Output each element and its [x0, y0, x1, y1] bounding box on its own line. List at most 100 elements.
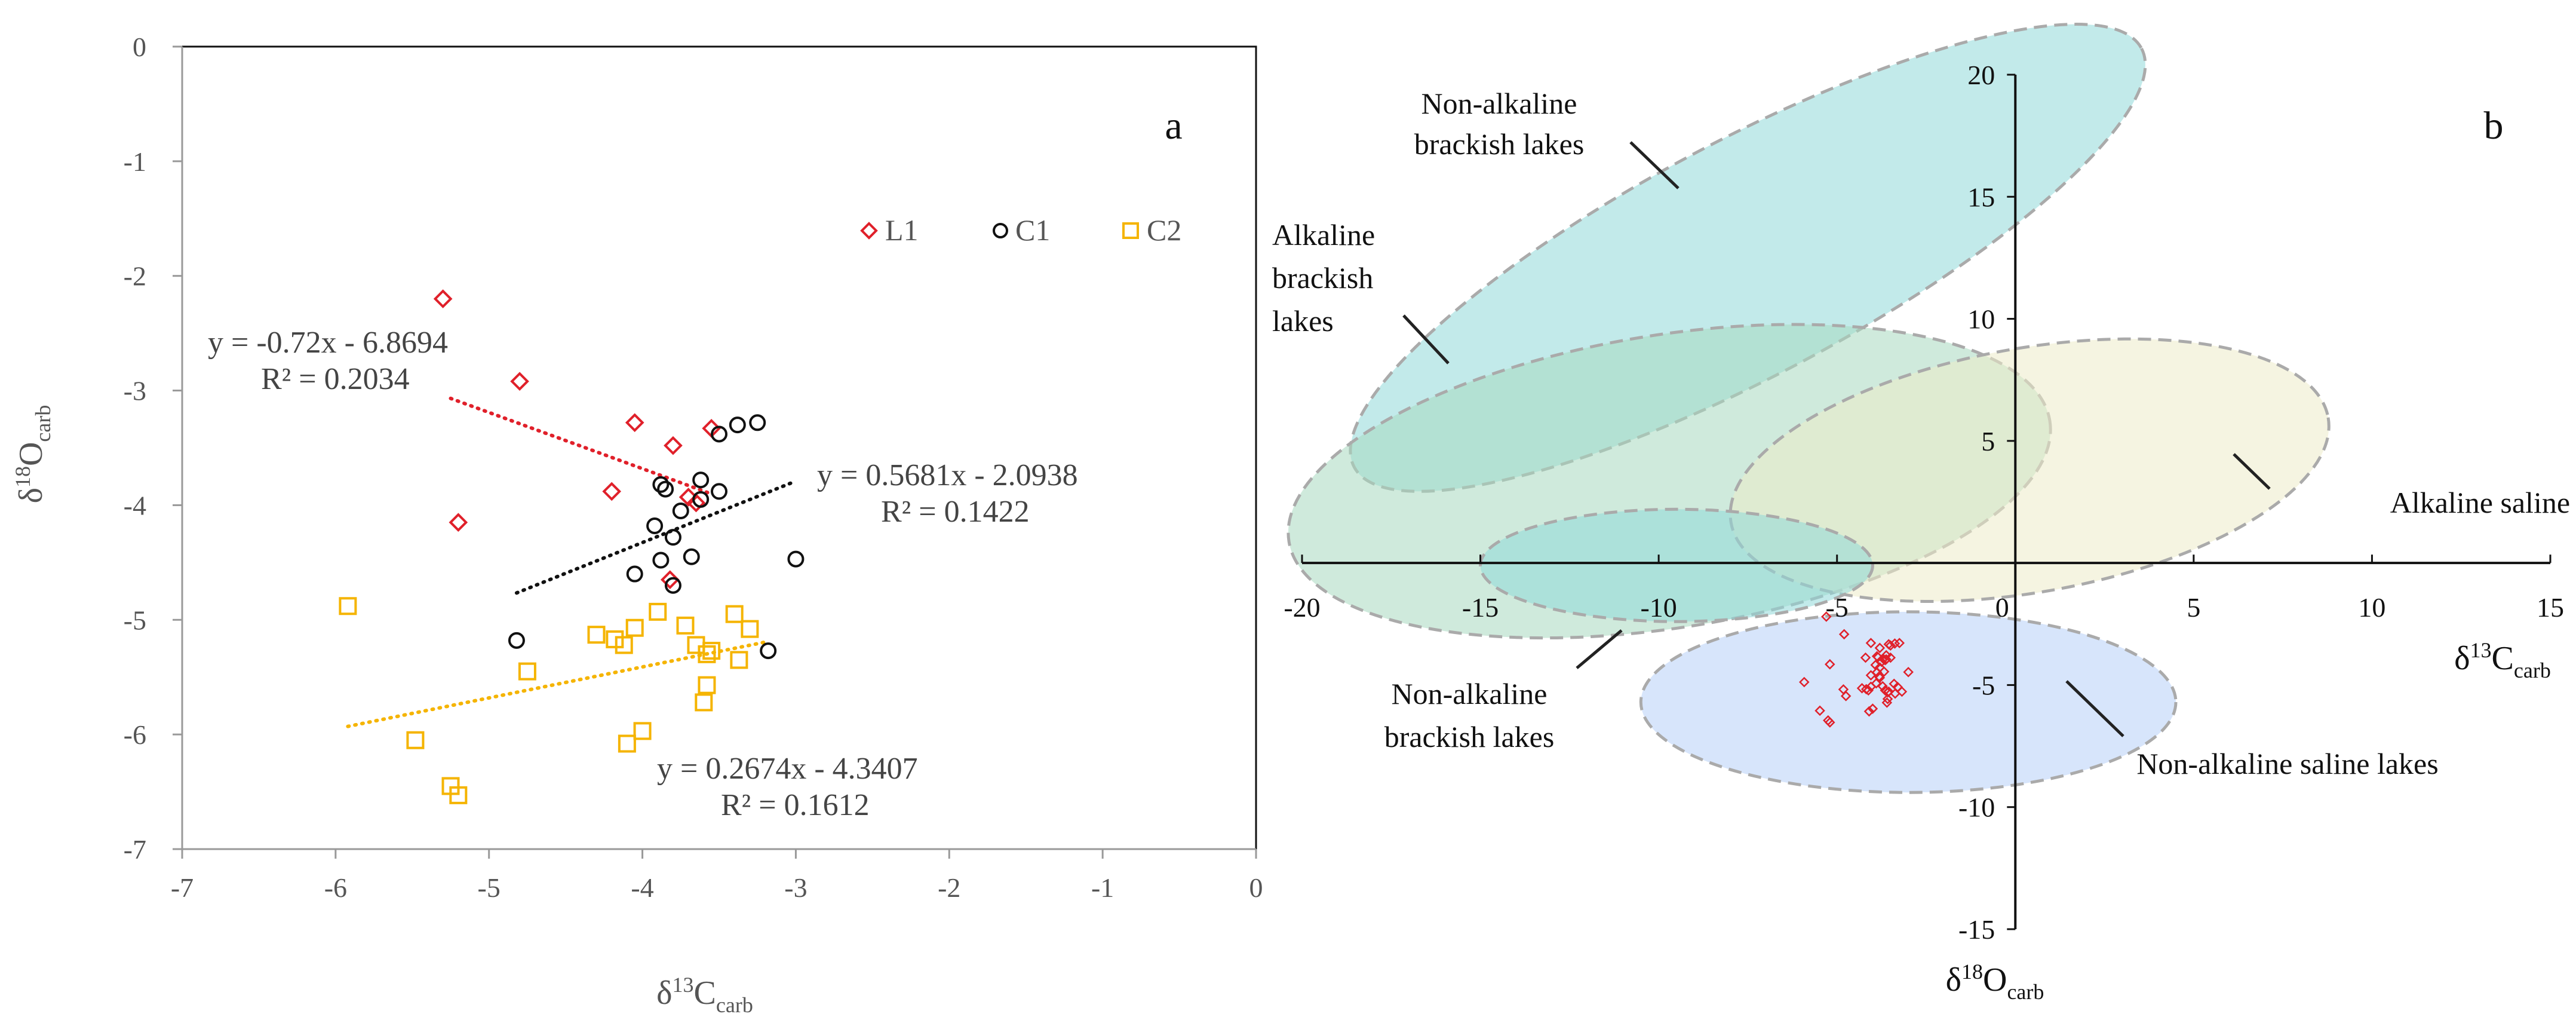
leader-line [2233, 453, 2271, 490]
trendline-c2 [346, 640, 767, 728]
data-point-l1 [602, 482, 622, 501]
panel-a-chart: -7 -6 -5 -4 -3 -2 -1 0 0 -1 -2 -3 -4 -5 -6 -7 a y = -0… [11, 32, 1263, 1017]
y-tick-label: -1 [124, 146, 146, 177]
data-point-b [1825, 658, 1835, 670]
c1-trend-equation: y = 0.5681x - 2.0938 [817, 458, 1078, 492]
data-point-c1 [652, 552, 670, 569]
data-point-l1 [625, 413, 644, 433]
region-label-line: Alkaline [1272, 218, 1375, 252]
data-point-c2 [698, 676, 716, 694]
x-tick-label: -1 [1091, 872, 1114, 903]
region-label-line: brackish lakes [1414, 127, 1585, 161]
data-point-b [1903, 667, 1914, 678]
x-tick-label: 5 [2187, 592, 2200, 623]
data-point-c1 [652, 476, 670, 493]
data-point-l1 [678, 488, 698, 507]
data-point-c1 [729, 416, 746, 434]
x-tick-label: 0 [1995, 592, 2009, 623]
data-point-c2 [618, 734, 636, 753]
panel-a-x-ticks: -7 -6 -5 -4 -3 -2 -1 0 [171, 849, 1263, 903]
data-point-c2 [698, 645, 716, 663]
data-point-c1 [749, 414, 766, 431]
y-tick-label: -15 [1958, 914, 1995, 945]
data-point-b [1825, 717, 1835, 728]
data-point-b [1865, 681, 1877, 693]
data-point-c2 [615, 636, 633, 654]
data-point-l1 [660, 570, 680, 589]
panel-b-x-axis-title: δ13Ccarb [2454, 638, 2551, 682]
data-point-b [1821, 611, 1832, 622]
data-point-b [1860, 652, 1871, 663]
y-tick-label: 0 [133, 32, 146, 62]
y-tick-label: -10 [1958, 792, 1995, 823]
y-tick-label: 10 [1967, 304, 1995, 335]
data-point-c2 [725, 605, 744, 623]
data-point-b [1881, 697, 1893, 708]
panel-a-trendlines [346, 396, 798, 728]
panel-b-regions [1287, 23, 2331, 794]
legend-l1-symbol [860, 222, 878, 240]
data-point-b [1885, 640, 1896, 651]
data-point-b [1865, 670, 1877, 681]
legend-c1-label: C1 [1015, 213, 1050, 247]
y-tick-label: 15 [1967, 182, 1995, 212]
y-tick-label: -3 [124, 376, 146, 406]
panel-b-points [1799, 611, 1914, 728]
y-tick-label: 20 [1967, 60, 1995, 90]
x-tick-label: -2 [938, 872, 960, 903]
y-tick-label: -2 [124, 261, 146, 292]
c2-trend-equation: y = 0.2674x - 4.3407 [657, 752, 918, 786]
label-non-alkaline-saline: Non-alkaline saline lakes [2065, 680, 2439, 780]
trendline-l1 [449, 396, 714, 496]
l1-trend-r2: R² = 0.2034 [261, 362, 410, 396]
data-point-c1 [683, 548, 700, 565]
data-point-b [1881, 650, 1892, 661]
legend-c2-label: C2 [1147, 213, 1181, 247]
panel-b-y-axis-title: δ18Ocarb [1946, 960, 2044, 1004]
l1-trend-equation: y = -0.72x - 6.8694 [208, 326, 448, 360]
data-point-c1 [672, 503, 689, 520]
panel-a-x-axis-title: δ13Ccarb [656, 973, 753, 1017]
data-point-c2 [695, 693, 713, 712]
data-point-b [1894, 638, 1905, 648]
data-point-c1 [692, 471, 710, 489]
data-point-l1 [686, 493, 706, 513]
data-point-c1 [711, 425, 727, 443]
region-label-line: brackish lakes [1384, 720, 1555, 753]
data-point-b [1838, 629, 1850, 640]
leader-line [1629, 141, 1680, 189]
data-point-c2 [649, 602, 667, 621]
data-point-b [1863, 685, 1874, 696]
data-point-b [1840, 691, 1852, 702]
data-point-b [1874, 642, 1886, 654]
data-point-b [1799, 676, 1810, 688]
data-point-b [1863, 706, 1875, 717]
legend-c2-marker [1122, 222, 1139, 239]
data-point-b [1877, 681, 1888, 692]
region-label-line: Non-alkaline [1421, 87, 1577, 120]
data-point-c2 [702, 642, 721, 660]
data-point-l1 [449, 513, 468, 532]
x-tick-label: 15 [2537, 592, 2564, 623]
data-point-c1 [692, 491, 710, 508]
data-point-c1 [664, 577, 681, 594]
y-tick-label: -5 [124, 605, 146, 635]
label-non-alkaline-brackish-lower: Non-alkaline brackish lakes [1384, 629, 1623, 753]
label-non-alkaline-brackish-upper: Non-alkaline brackish lakes [1414, 87, 1680, 189]
x-tick-label: 10 [2358, 592, 2385, 623]
data-point-b [1871, 678, 1882, 689]
data-point-c1 [664, 529, 681, 546]
data-point-b [1889, 638, 1900, 649]
x-tick-label: -20 [1284, 592, 1320, 623]
x-tick-label: -15 [1462, 592, 1499, 623]
data-point-c2 [676, 616, 695, 635]
x-tick-label: 0 [1249, 872, 1263, 903]
region-label-line: brackish [1272, 261, 1373, 295]
trendline-c1 [514, 479, 798, 595]
legend-l1-marker [860, 222, 878, 240]
panel-a-y-ticks: 0 -1 -2 -3 -4 -5 -6 -7 [124, 32, 182, 865]
x-tick-label: -5 [478, 872, 501, 903]
x-tick-label: -6 [324, 872, 347, 903]
data-point-c1 [657, 480, 674, 498]
